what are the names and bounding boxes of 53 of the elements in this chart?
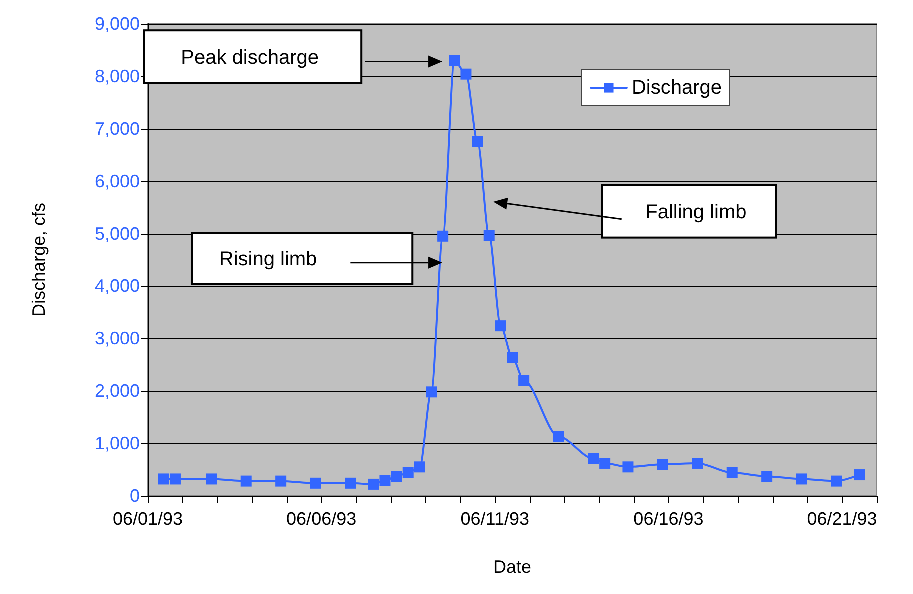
point [206,474,218,485]
y-tick-label: 4,000 [94,276,140,296]
y-tick-label: 3,000 [94,328,140,349]
point [449,55,460,66]
point [657,459,668,470]
y-tick-label: 6,000 [94,171,140,192]
point [600,458,611,469]
point [484,230,495,242]
point [310,478,322,489]
point [726,467,738,478]
point [518,375,530,386]
point [622,462,634,473]
point [402,467,414,478]
y-tick-label: 7,000 [94,118,140,139]
point [692,458,704,469]
point [495,320,506,332]
annotation: Peak discharge [181,46,319,69]
x-axis-title: Date [493,557,532,577]
point [158,474,170,485]
point [854,470,866,481]
annotation: Falling limb [646,202,747,224]
point [438,230,449,242]
point [368,478,380,490]
point [472,136,484,148]
x-tick-label: 06/16/93 [634,509,704,529]
legend-label: Discharge [632,77,722,99]
point [507,352,518,364]
y-tick-label: 2,000 [94,381,140,402]
x-tick-label: 06/11/93 [460,509,530,529]
annotation: Rising limb [219,248,318,271]
point [762,471,773,482]
y-tick-label: 8,000 [94,66,140,86]
y-axis-title: Discharge, cfs [29,202,49,318]
point [414,462,426,473]
point [426,386,437,398]
point [345,478,356,489]
point [170,474,181,485]
point [831,476,842,487]
point [380,475,391,486]
y-tick-label: 0 [130,486,140,506]
x-tick-label: 06/06/93 [286,509,357,529]
point [240,476,252,487]
y-tick-label: 9,000 [94,14,140,34]
point [588,453,599,464]
point [276,476,287,487]
x-tick-label: 06/21/93 [807,509,878,529]
y-tick-label: 1,000 [94,434,140,454]
x-tick-label: 06/01/93 [112,509,184,529]
point [391,471,402,482]
point [460,68,472,80]
point [796,474,808,485]
y-tick-label: 5,000 [94,224,140,244]
point [553,431,564,442]
